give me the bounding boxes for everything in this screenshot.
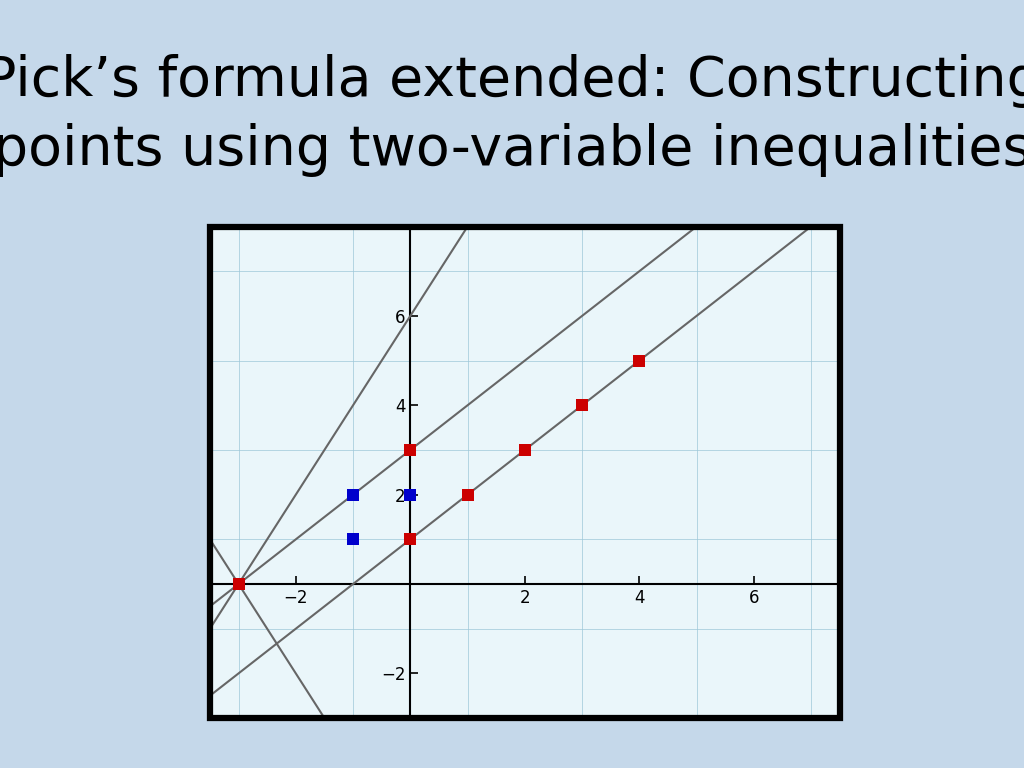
- Point: [573, 399, 590, 412]
- Point: [460, 488, 476, 501]
- Point: [402, 444, 419, 456]
- Text: points using two-variable inequalities: points using two-variable inequalities: [0, 123, 1024, 177]
- Point: [345, 533, 361, 545]
- Point: [631, 355, 647, 367]
- Point: [230, 578, 247, 590]
- Point: [402, 533, 419, 545]
- Text: Pick’s formula extended: Constructing: Pick’s formula extended: Constructing: [0, 54, 1024, 108]
- Point: [345, 488, 361, 501]
- Point: [516, 444, 532, 456]
- Point: [402, 488, 419, 501]
